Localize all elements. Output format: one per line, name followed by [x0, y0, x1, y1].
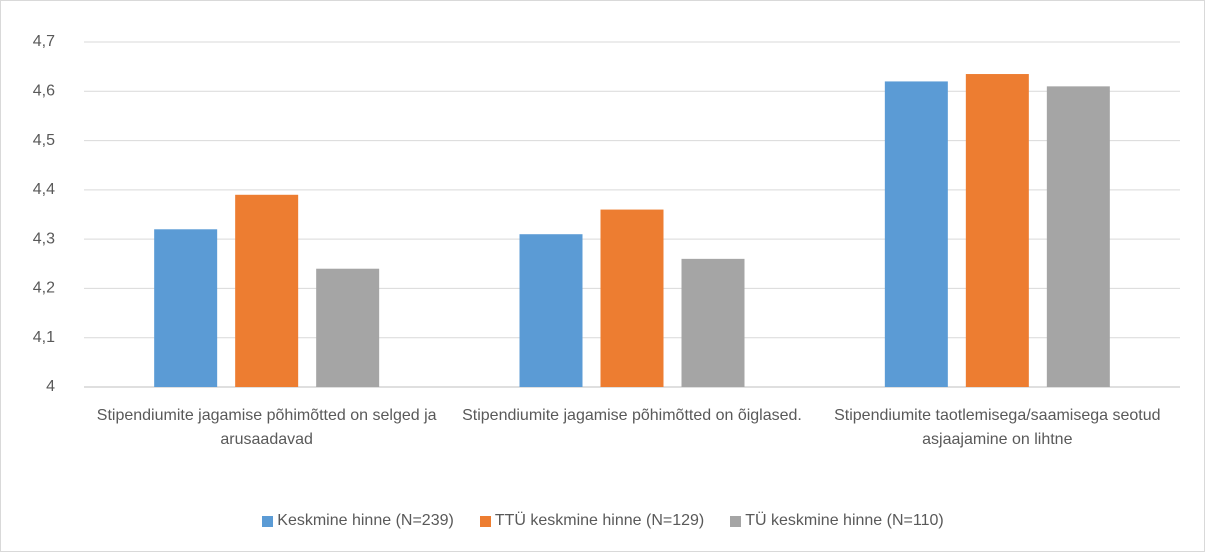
legend-label: Keskmine hinne (N=239) [277, 512, 454, 529]
legend-label: TTÜ keskmine hinne (N=129) [494, 512, 705, 529]
x-tick-label: Stipendiumite jagamise põhimõtted on sel… [96, 407, 437, 448]
legend-item: TÜ keskmine hinne (N=110) [730, 512, 944, 530]
bar [1046, 86, 1110, 387]
legend: Keskmine hinne (N=239) TTÜ keskmine hinne… [0, 512, 1206, 530]
bar [519, 234, 583, 387]
bar [154, 229, 218, 387]
y-tick-label: 4,2 [33, 280, 55, 297]
bar [965, 74, 1029, 388]
legend-label: TÜ keskmine hinne (N=110) [745, 512, 944, 529]
y-tick-label: 4 [46, 378, 55, 395]
bar [884, 81, 948, 387]
y-tick-label: 4,3 [33, 230, 55, 247]
y-tick-label: 4,7 [33, 33, 55, 50]
bar [316, 268, 380, 387]
y-tick-label: 4,6 [33, 83, 55, 100]
y-tick-label: 4,1 [33, 329, 55, 346]
legend-swatch [262, 515, 274, 527]
x-tick-label: Stipendiumite taotlemisega/saamisega seo… [834, 407, 1161, 448]
legend-item: Keskmine hinne (N=239) [262, 512, 454, 530]
bar [600, 209, 664, 387]
y-tick-label: 4,5 [33, 132, 55, 149]
y-tick-label: 4,4 [33, 181, 55, 198]
legend-swatch [479, 515, 491, 527]
x-tick-label: Stipendiumite jagamise põhimõtted on õig… [462, 407, 802, 424]
legend-swatch [730, 515, 742, 527]
bar [681, 258, 745, 387]
legend-item: TTÜ keskmine hinne (N=129) [479, 512, 705, 530]
bar [235, 194, 299, 387]
